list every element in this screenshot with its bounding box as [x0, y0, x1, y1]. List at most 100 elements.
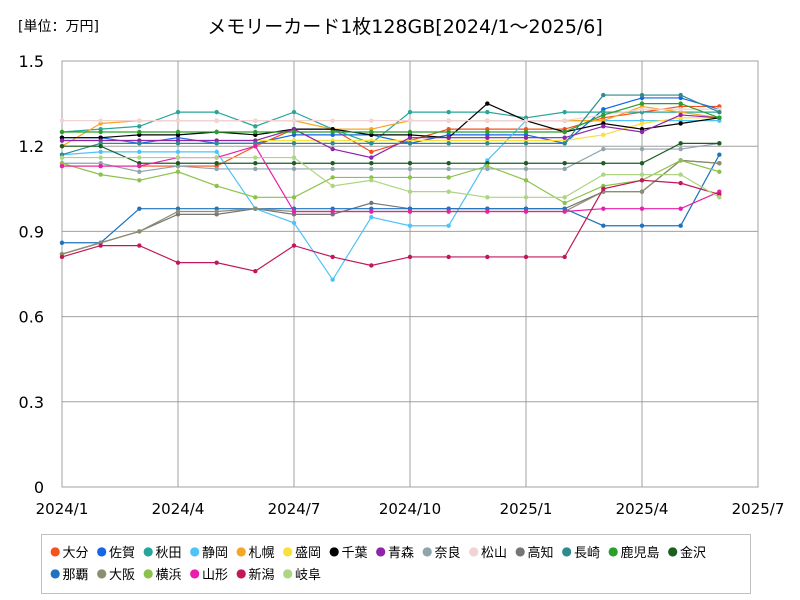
- data-point: [369, 215, 374, 220]
- legend-label: 山形: [201, 567, 228, 583]
- data-point: [330, 118, 335, 123]
- legend-marker-icon: ●: [143, 566, 154, 580]
- data-point: [562, 209, 567, 214]
- data-point: [678, 92, 683, 98]
- legend-label: 那覇: [62, 567, 89, 583]
- data-point: [678, 141, 683, 146]
- data-point: [175, 169, 181, 174]
- legend-marker-icon: ●: [282, 566, 293, 580]
- data-point: [369, 209, 374, 214]
- data-point: [446, 161, 451, 166]
- data-point: [678, 223, 683, 228]
- data-point: [407, 161, 413, 166]
- data-point: [137, 163, 142, 169]
- series-青森: [59, 112, 722, 160]
- legend-item: ● 横浜: [143, 564, 182, 583]
- data-point: [330, 161, 335, 166]
- legend-marker-icon: ●: [329, 544, 340, 558]
- data-point: [369, 200, 374, 206]
- series-金沢: [59, 141, 722, 166]
- series-山形: [59, 144, 722, 214]
- data-point: [59, 163, 65, 169]
- data-point: [678, 206, 683, 211]
- data-point: [291, 141, 297, 146]
- series-line: [61, 111, 720, 145]
- data-point: [253, 268, 258, 274]
- data-point: [330, 254, 335, 260]
- data-point: [369, 161, 374, 166]
- series-岐阜: [59, 155, 722, 200]
- data-point: [601, 112, 606, 118]
- data-point: [407, 175, 413, 180]
- legend-label: 盛岡: [294, 545, 321, 561]
- data-point: [98, 144, 103, 149]
- data-point: [485, 163, 490, 169]
- legend-item: ● 盛岡: [283, 542, 322, 561]
- legend-marker-icon: ●: [189, 566, 200, 580]
- data-point: [98, 243, 103, 248]
- data-point: [137, 118, 142, 123]
- legend-marker-icon: ●: [189, 544, 200, 558]
- legend-marker-icon: ●: [236, 566, 247, 580]
- legend-marker-icon: ●: [375, 544, 386, 558]
- data-point: [175, 129, 181, 135]
- chart-title: メモリーカード1枚128GB[2024/1～2025/6]: [207, 16, 603, 38]
- y-tick-label: 0.6: [19, 308, 44, 327]
- data-point: [446, 254, 451, 260]
- data-point: [446, 189, 451, 194]
- data-point: [717, 195, 722, 200]
- data-point: [446, 109, 451, 115]
- data-point: [639, 129, 645, 135]
- series-line: [62, 105, 720, 167]
- data-point: [59, 129, 65, 135]
- data-point: [369, 149, 374, 155]
- series-line: [62, 142, 720, 164]
- data-point: [98, 155, 103, 160]
- data-point: [59, 144, 65, 149]
- data-point: [639, 172, 645, 177]
- data-point: [59, 138, 65, 143]
- data-point: [485, 209, 490, 214]
- data-point: [562, 161, 567, 166]
- data-point: [407, 166, 413, 172]
- data-point: [253, 124, 258, 129]
- legend: ● 大分 ● 佐賀 ● 秋田 ● 静岡 ● 札幌 ● 盛岡 ● 千葉 ● 青森 ● 奈良 ● 松山 ● 高知 ● 長崎 ● 鹿児島…: [41, 534, 751, 594]
- y-tick-label: 1.5: [19, 52, 44, 71]
- data-point: [137, 243, 142, 248]
- data-point: [291, 209, 297, 214]
- series-line: [61, 94, 720, 156]
- data-point: [291, 195, 297, 200]
- legend-item: ● 新潟: [236, 564, 275, 583]
- series-line: [62, 114, 720, 159]
- data-point: [330, 141, 335, 146]
- legend-label: 岐阜: [294, 567, 321, 583]
- y-tick-label: 0.9: [19, 222, 44, 241]
- series-高知: [59, 158, 722, 257]
- data-point: [214, 129, 219, 135]
- data-point: [601, 172, 606, 177]
- data-point: [407, 109, 413, 115]
- data-point: [214, 118, 219, 123]
- series-line: [62, 142, 720, 173]
- data-point: [601, 186, 606, 191]
- legend-item: ● 岐阜: [283, 564, 322, 583]
- series-新潟: [59, 178, 722, 274]
- data-point: [717, 169, 722, 174]
- data-point: [601, 124, 606, 129]
- data-point: [330, 209, 335, 214]
- data-point: [291, 220, 297, 226]
- legend-marker-icon: ●: [50, 544, 61, 558]
- legend-item: ● 奈良: [422, 542, 461, 561]
- series-lines: [59, 92, 722, 282]
- series-line: [62, 108, 720, 122]
- series-line: [62, 154, 720, 244]
- data-point: [446, 135, 451, 140]
- data-point: [485, 195, 490, 200]
- data-point: [562, 254, 567, 260]
- data-point: [678, 101, 683, 106]
- y-tick-label: 0: [34, 478, 44, 497]
- data-point: [59, 240, 65, 245]
- series-line: [62, 145, 720, 213]
- data-point: [562, 118, 567, 123]
